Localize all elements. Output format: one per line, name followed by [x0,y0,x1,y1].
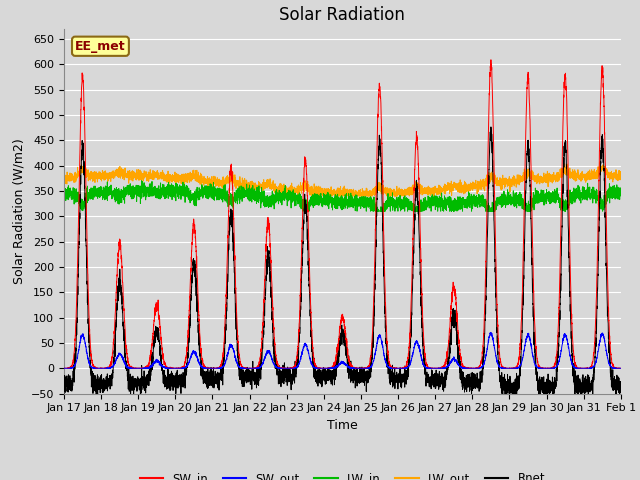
Title: Solar Radiation: Solar Radiation [280,6,405,24]
LW_in [273,197,281,203]
LW_out [617,172,625,178]
LW_in [60,198,68,204]
LW_in [394,200,402,205]
Text: EE_met: EE_met [75,40,126,53]
SW_in [422,361,430,367]
LW_out [476,180,483,186]
LW_in [518,199,526,204]
SW_out [60,365,68,371]
SW_out [518,358,526,363]
LW_in [138,178,145,184]
LW_out [291,193,299,199]
LW_out [394,191,402,196]
SW_in [518,305,525,311]
SW_in [273,361,280,367]
SW_out [394,365,402,371]
Rnet [394,386,402,392]
SW_out [161,365,169,371]
X-axis label: Time: Time [327,419,358,432]
Rnet [518,333,525,338]
SW_out [61,365,68,371]
SW_in [60,365,68,371]
SW_out [273,365,281,371]
SW_out [476,365,483,371]
Y-axis label: Solar Radiation (W/m2): Solar Radiation (W/m2) [12,138,26,284]
LW_out [161,174,169,180]
Rnet [422,375,430,381]
LW_in [617,192,625,198]
LW_in [476,203,483,209]
LW_out [422,189,430,194]
Line: LW_out: LW_out [64,162,621,196]
Line: SW_in: SW_in [64,60,621,368]
LW_out [518,176,525,182]
LW_out [273,187,280,192]
LW_in [422,205,430,211]
Line: SW_out: SW_out [64,332,621,368]
SW_out [487,329,495,335]
Line: Rnet: Rnet [64,127,621,402]
Legend: SW_in, SW_out, LW_in, LW_out, Rnet: SW_in, SW_out, LW_in, LW_out, Rnet [135,468,550,480]
Rnet [60,391,68,396]
SW_in [487,57,495,63]
Rnet [617,382,625,387]
Rnet [273,368,280,374]
Rnet [487,124,495,130]
SW_in [617,365,625,371]
SW_in [161,360,169,366]
SW_in [476,364,483,370]
SW_out [422,365,430,371]
Rnet [540,399,548,405]
Line: LW_in: LW_in [64,181,621,211]
SW_in [394,365,402,371]
LW_in [161,188,169,194]
LW_out [596,159,604,165]
LW_in [299,208,307,214]
LW_out [60,171,68,177]
SW_out [617,365,625,371]
Rnet [476,376,483,382]
Rnet [161,372,169,378]
